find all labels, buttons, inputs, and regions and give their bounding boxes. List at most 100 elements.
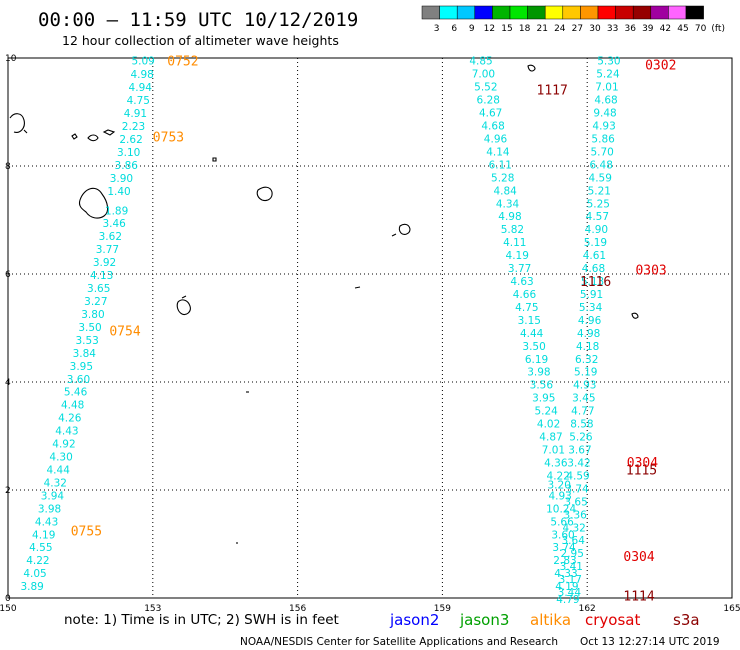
altimeter-tracks: 5.094.984.944.754.912.232.623.103.863.90… bbox=[20, 56, 620, 606]
wave-height-value: 4.57 bbox=[586, 211, 609, 223]
wave-height-value: 3.62 bbox=[99, 231, 122, 243]
wave-height-value: 4.32 bbox=[44, 477, 67, 489]
wave-height-value: 4.98 bbox=[498, 211, 521, 223]
wave-height-value: 3.60 bbox=[551, 529, 574, 541]
wave-height-value: 4.59 bbox=[566, 470, 589, 482]
scale-label: 36 bbox=[624, 24, 636, 34]
wave-height-value: 1.89 bbox=[105, 205, 128, 217]
pass-time-label: 0752 bbox=[167, 55, 198, 70]
y-tick-label: 8 bbox=[5, 162, 11, 172]
wave-height-value: 4.68 bbox=[582, 263, 605, 275]
x-axis-tick-labels: 150 153 156 159 162 165 bbox=[0, 604, 740, 614]
wave-height-value: 3.42 bbox=[567, 457, 590, 469]
wave-height-value: 3.46 bbox=[102, 218, 126, 230]
scale-label: 6 bbox=[451, 24, 457, 34]
wave-height-value: 3.74 bbox=[565, 483, 589, 495]
wave-height-value: 4.96 bbox=[484, 133, 508, 145]
wave-height-value: 4.93 bbox=[548, 490, 571, 502]
scale-swatch bbox=[544, 5, 564, 20]
scale-label: 12 bbox=[484, 24, 495, 34]
scale-swatch bbox=[615, 5, 634, 20]
wave-height-value: 7.01 bbox=[595, 82, 618, 94]
wave-height-value: 4.05 bbox=[23, 568, 46, 580]
x-tick-label: 159 bbox=[434, 604, 451, 614]
wave-height-value: 4.30 bbox=[49, 452, 72, 464]
x-tick-label: 156 bbox=[289, 604, 306, 614]
wave-height-value: 4.36 bbox=[544, 457, 568, 469]
wave-height-value: 3.20 bbox=[548, 480, 571, 492]
scale-label: 30 bbox=[589, 24, 601, 34]
wave-height-value: 4.66 bbox=[513, 289, 537, 301]
wave-height-value: 3.10 bbox=[117, 147, 140, 159]
pass-time-label: 0302 bbox=[645, 58, 676, 73]
plot-frame bbox=[7, 57, 733, 599]
wave-height-value: 3.60 bbox=[67, 374, 90, 386]
wave-height-value: 3.90 bbox=[110, 173, 133, 185]
wave-height-value: 3.98 bbox=[38, 503, 61, 515]
wave-height-value: 6.11 bbox=[489, 159, 512, 171]
wave-height-value: 4.19 bbox=[32, 529, 55, 541]
wave-height-value: 5.91 bbox=[580, 289, 603, 301]
wave-height-value: 4.84 bbox=[493, 185, 517, 197]
wave-height-value: 3.77 bbox=[96, 244, 119, 256]
wave-height-value: 7.00 bbox=[472, 69, 495, 81]
scale-swatch bbox=[439, 5, 458, 20]
scale-swatch bbox=[597, 5, 616, 20]
wave-height-value: 3.50 bbox=[78, 322, 101, 334]
satellite-legend-jason3: jason3 bbox=[459, 611, 509, 629]
wave-height-value: 3.65 bbox=[564, 496, 587, 508]
scale-label: 18 bbox=[519, 24, 531, 34]
wave-height-value: 4.18 bbox=[576, 341, 599, 353]
wave-height-value: 5.52 bbox=[474, 82, 497, 94]
wave-height-value: 5.26 bbox=[569, 432, 593, 444]
wave-height-value: 2.83 bbox=[553, 555, 576, 567]
wave-height-value: 4.02 bbox=[537, 419, 560, 431]
wave-height-value: 4.79 bbox=[556, 594, 579, 606]
wave-height-value: 4.43 bbox=[55, 426, 78, 438]
scale-swatch bbox=[650, 5, 669, 20]
wave-height-value: 3.98 bbox=[527, 367, 550, 379]
wave-height-value: 4.32 bbox=[562, 522, 585, 534]
wave-height-value: 3.95 bbox=[70, 361, 93, 373]
wave-height-value: 7.01 bbox=[542, 445, 565, 457]
lat-lon-grid bbox=[8, 58, 732, 598]
satellite-legend-altika: altika bbox=[530, 611, 571, 629]
wave-height-value: 3.15 bbox=[518, 315, 541, 327]
scale-swatch bbox=[456, 5, 476, 20]
wave-height-value: 4.14 bbox=[486, 146, 510, 158]
wave-height-value: 4.44 bbox=[47, 464, 71, 476]
wave-height-value: 5.86 bbox=[591, 133, 615, 145]
wave-height-value: 3.64 bbox=[562, 535, 586, 547]
wave-height-value: 3.67 bbox=[568, 445, 591, 457]
wave-height-value: 1.40 bbox=[107, 186, 130, 198]
wave-height-value: 6.32 bbox=[575, 354, 598, 366]
wave-height-value: 3.80 bbox=[81, 309, 104, 321]
islands-outline bbox=[9, 64, 639, 544]
wave-height-value: 5.24 bbox=[596, 69, 620, 81]
wave-height-value: 5.09 bbox=[131, 56, 154, 68]
wave-height-value: 6.48 bbox=[590, 159, 613, 171]
wave-height-value: 4.44 bbox=[520, 328, 544, 340]
wave-height-value: 10.24 bbox=[546, 503, 576, 515]
wave-height-value: 4.55 bbox=[29, 542, 52, 554]
scale-swatch bbox=[509, 5, 528, 20]
wave-height-value: 6.28 bbox=[477, 95, 500, 107]
wave-height-value: 2.23 bbox=[122, 121, 145, 133]
wave-height-value: 5.66 bbox=[550, 516, 574, 528]
wave-height-value: 5.30 bbox=[597, 56, 620, 68]
wave-height-value: 4.26 bbox=[58, 413, 82, 425]
satellite-legend-cryosat: cryosat bbox=[585, 611, 640, 629]
wave-height-value: 4.63 bbox=[510, 276, 533, 288]
pass-time-label: 1116 bbox=[580, 275, 611, 290]
wave-height-value: 9.48 bbox=[593, 108, 616, 120]
wave-height-value: 4.59 bbox=[589, 172, 612, 184]
wave-height-value: 4.61 bbox=[583, 250, 606, 262]
wave-height-value: 5.82 bbox=[501, 224, 524, 236]
wave-height-value: 4.75 bbox=[127, 95, 150, 107]
wave-height-value: 4.87 bbox=[539, 432, 562, 444]
scale-swatch bbox=[562, 5, 581, 20]
y-tick-label: 0 bbox=[5, 594, 11, 604]
wave-height-value: 5.13 bbox=[581, 276, 604, 288]
wave-height-value: 3.95 bbox=[532, 393, 555, 405]
